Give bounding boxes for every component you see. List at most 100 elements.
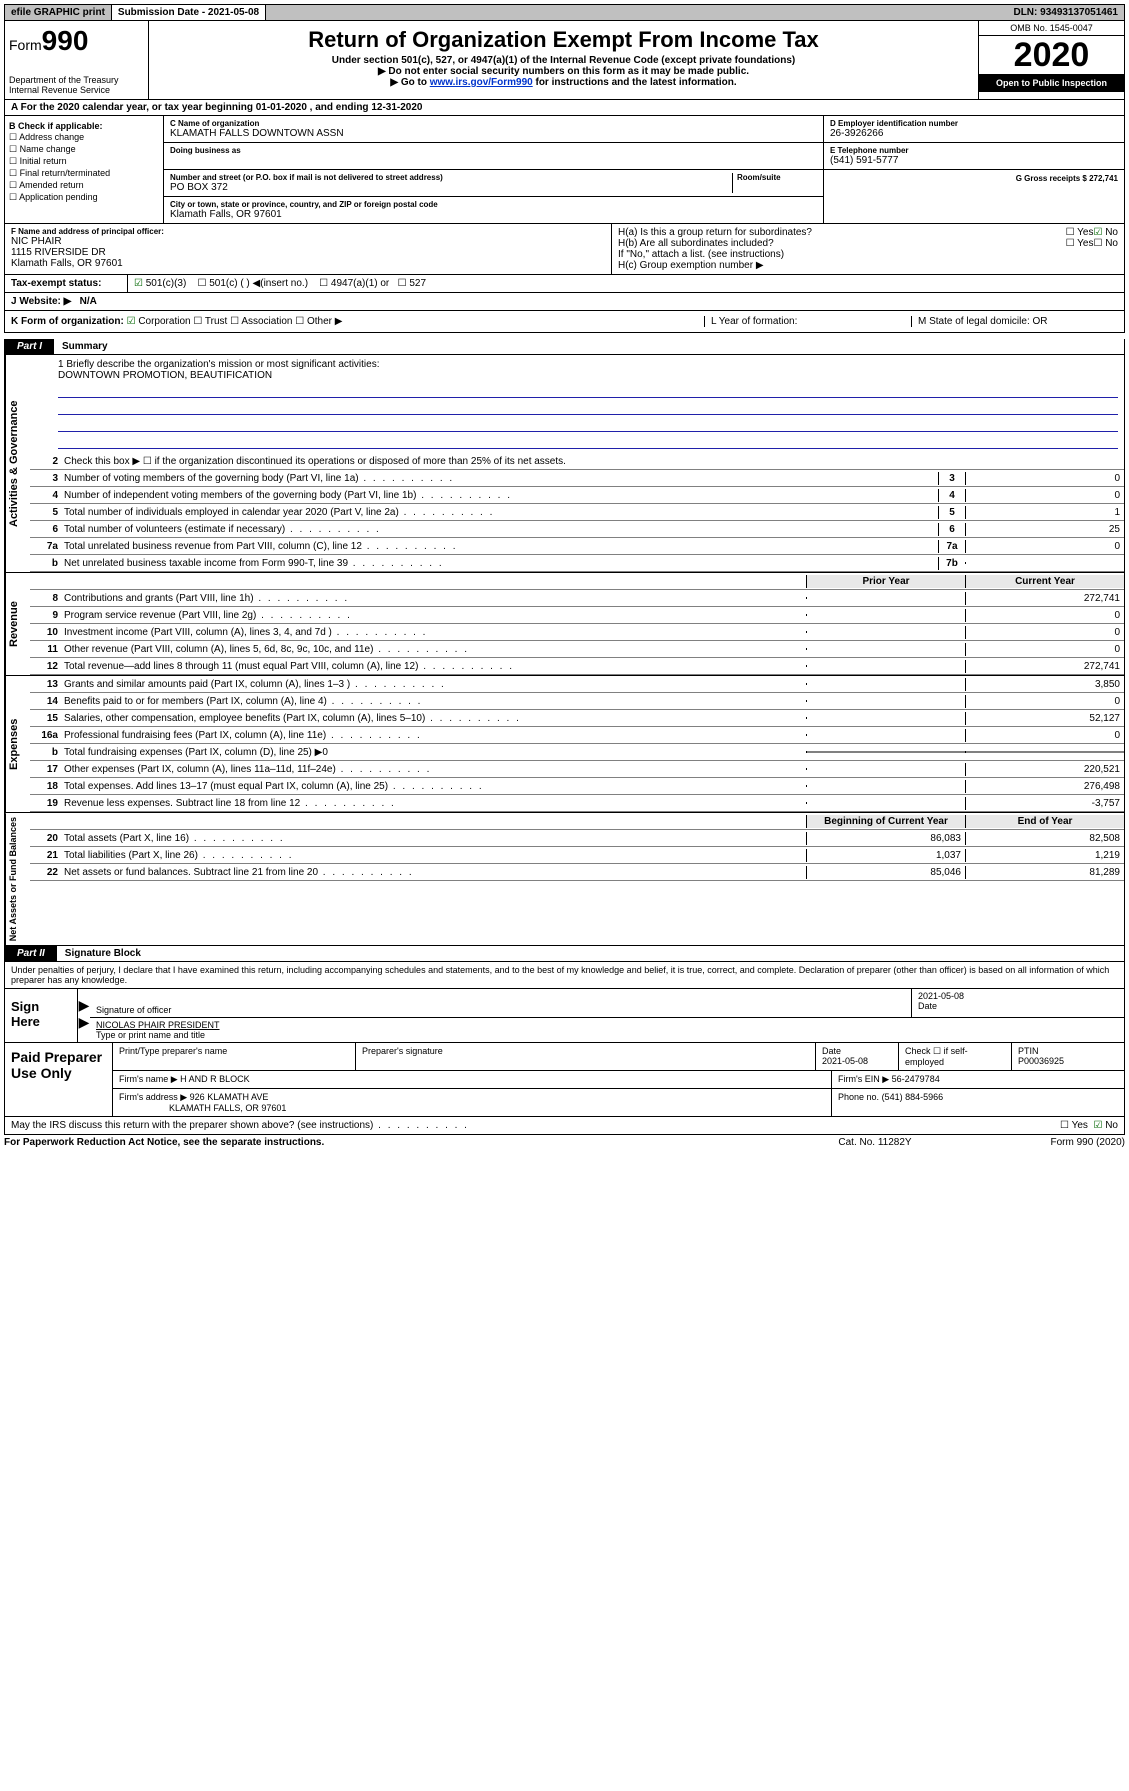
chk-4947[interactable]: 4947(a)(1) or: [319, 278, 389, 289]
revenue-section: Revenue Prior Year Current Year 8Contrib…: [4, 573, 1125, 676]
gross-receipts: G Gross receipts $ 272,741: [1016, 174, 1118, 183]
paid-preparer-section: Paid Preparer Use Only Print/Type prepar…: [4, 1043, 1125, 1117]
chk-assoc[interactable]: Association: [230, 316, 292, 327]
summary-line: 4Number of independent voting members of…: [30, 487, 1124, 504]
summary-line: 17Other expenses (Part IX, column (A), l…: [30, 761, 1124, 778]
discuss-question: May the IRS discuss this return with the…: [11, 1120, 1060, 1131]
sig-officer-label: Signature of officer: [96, 1005, 905, 1015]
print-name-label: Type or print name and title: [96, 1030, 1118, 1040]
chk-501c[interactable]: 501(c) ( ) ◀(insert no.): [197, 278, 308, 289]
summary-line: 14Benefits paid to or for members (Part …: [30, 693, 1124, 710]
expense-section: Expenses 13Grants and similar amounts pa…: [4, 676, 1125, 813]
sign-here-section: Sign Here ▶▶ Signature of officer 2021-0…: [4, 989, 1125, 1043]
sign-here-label: Sign Here: [5, 989, 78, 1042]
page-footer: For Paperwork Reduction Act Notice, see …: [4, 1135, 1125, 1150]
prep-ptin: P00036925: [1018, 1056, 1064, 1066]
summary-line: 3Number of voting members of the governi…: [30, 470, 1124, 487]
submission-date: Submission Date - 2021-05-08: [112, 5, 266, 20]
hb-label: H(b) Are all subordinates included?: [618, 238, 1066, 249]
summary-line: 2Check this box ▶ ☐ if the organization …: [30, 453, 1124, 470]
summary-line: 18Total expenses. Add lines 13–17 (must …: [30, 778, 1124, 795]
summary-line: 13Grants and similar amounts paid (Part …: [30, 676, 1124, 693]
chk-501c3[interactable]: 501(c)(3): [134, 278, 186, 289]
officer-print-name: NICOLAS PHAIR PRESIDENT: [96, 1020, 1118, 1030]
firm-ein: 56-2479784: [892, 1074, 940, 1084]
summary-line: 16aProfessional fundraising fees (Part I…: [30, 727, 1124, 744]
sig-date: 2021-05-08: [918, 991, 1118, 1001]
chk-trust[interactable]: Trust: [193, 316, 227, 327]
form-header: Form990 Department of the Treasury Inter…: [4, 21, 1125, 100]
cat-no: Cat. No. 11282Y: [775, 1137, 975, 1148]
k-label: K Form of organization:: [11, 316, 124, 327]
tax-status-row: Tax-exempt status: 501(c)(3) 501(c) ( ) …: [4, 275, 1125, 293]
form-title: Return of Organization Exempt From Incom…: [153, 27, 974, 53]
officer-addr1: 1115 RIVERSIDE DR: [11, 247, 605, 258]
chk-name[interactable]: Name change: [9, 144, 159, 155]
ha-no[interactable]: No: [1093, 227, 1118, 238]
chk-pending[interactable]: Application pending: [9, 192, 159, 203]
summary-line: 20Total assets (Part X, line 16)86,08382…: [30, 830, 1124, 847]
website-value: N/A: [80, 296, 97, 307]
chk-corp[interactable]: Corporation: [127, 316, 191, 327]
dln: DLN: 93493137051461: [1007, 5, 1124, 20]
summary-line: 19Revenue less expenses. Subtract line 1…: [30, 795, 1124, 812]
part1-title: Summary: [54, 339, 116, 354]
ein-label: D Employer identification number: [830, 119, 1118, 128]
org-city: Klamath Falls, OR 97601: [170, 209, 817, 220]
summary-line: 12Total revenue—add lines 8 through 11 (…: [30, 658, 1124, 675]
dba-label: Doing business as: [170, 146, 817, 155]
efile-label[interactable]: efile GRAPHIC print: [5, 5, 112, 20]
perjury-statement: Under penalties of perjury, I declare th…: [4, 962, 1125, 989]
chk-address[interactable]: Address change: [9, 132, 159, 143]
summary-line: 21Total liabilities (Part X, line 26)1,0…: [30, 847, 1124, 864]
summary-line: 15Salaries, other compensation, employee…: [30, 710, 1124, 727]
phone-label: E Telephone number: [830, 146, 1118, 155]
instructions-link-row: Go to www.irs.gov/Form990 for instructio…: [153, 77, 974, 88]
org-name-label: C Name of organization: [170, 119, 817, 128]
paperwork-notice: For Paperwork Reduction Act Notice, see …: [4, 1137, 775, 1148]
summary-line: 9Program service revenue (Part VIII, lin…: [30, 607, 1124, 624]
part2-title: Signature Block: [57, 946, 149, 961]
paid-preparer-label: Paid Preparer Use Only: [5, 1043, 113, 1116]
org-info: C Name of organization KLAMATH FALLS DOW…: [164, 116, 823, 223]
omb-number: OMB No. 1545-0047: [979, 21, 1124, 36]
ha-yes[interactable]: Yes: [1066, 227, 1094, 238]
discuss-no[interactable]: No: [1093, 1120, 1118, 1131]
discuss-yes[interactable]: Yes: [1060, 1120, 1088, 1131]
summary-line: bTotal fundraising expenses (Part IX, co…: [30, 744, 1124, 761]
summary-line: 22Net assets or fund balances. Subtract …: [30, 864, 1124, 881]
officer-addr2: Klamath Falls, OR 97601: [11, 258, 605, 269]
identity-grid: B Check if applicable: Address change Na…: [4, 116, 1125, 224]
hc-label: H(c) Group exemption number ▶: [618, 260, 1118, 271]
chk-527[interactable]: 527: [398, 278, 426, 289]
mission-label: 1 Briefly describe the organization's mi…: [58, 359, 1118, 370]
chk-final[interactable]: Final return/terminated: [9, 168, 159, 179]
org-address: PO BOX 372: [170, 182, 732, 193]
hb-no[interactable]: No: [1093, 238, 1118, 249]
firm-phone: (541) 884-5966: [882, 1092, 944, 1102]
tax-year-range: A For the 2020 calendar year, or tax yea…: [4, 100, 1125, 116]
summary-line: 10Investment income (Part VIII, column (…: [30, 624, 1124, 641]
form-subtitle: Under section 501(c), 527, or 4947(a)(1)…: [153, 55, 974, 66]
form990-link[interactable]: www.irs.gov/Form990: [430, 77, 533, 88]
summary-line: bNet unrelated business taxable income f…: [30, 555, 1124, 572]
sig-date-label: Date: [918, 1001, 1118, 1011]
chk-initial[interactable]: Initial return: [9, 156, 159, 167]
chk-other[interactable]: Other ▶: [295, 316, 342, 327]
part2-tab: Part II: [5, 946, 57, 961]
ein-value: 26-3926266: [830, 128, 1118, 139]
state-domicile: M State of legal domicile: OR: [911, 316, 1118, 327]
chk-amended[interactable]: Amended return: [9, 180, 159, 191]
firm-addr2: KLAMATH FALLS, OR 97601: [169, 1103, 286, 1113]
hb-yes[interactable]: Yes: [1066, 238, 1094, 249]
part1-header: Part I Summary: [4, 339, 1125, 355]
discuss-row: May the IRS discuss this return with the…: [4, 1117, 1125, 1135]
form-number: Form990: [9, 25, 144, 57]
top-bar: efile GRAPHIC print Submission Date - 20…: [4, 4, 1125, 21]
rev-header: Prior Year Current Year: [30, 573, 1124, 590]
open-to-public: Open to Public Inspection: [979, 74, 1124, 92]
arrow-icon: ▶▶: [78, 989, 90, 1042]
prep-self-employed[interactable]: Check ☐ if self-employed: [899, 1043, 1012, 1070]
col-b-header: B Check if applicable:: [9, 121, 159, 131]
right-info: D Employer identification number 26-3926…: [823, 116, 1124, 223]
